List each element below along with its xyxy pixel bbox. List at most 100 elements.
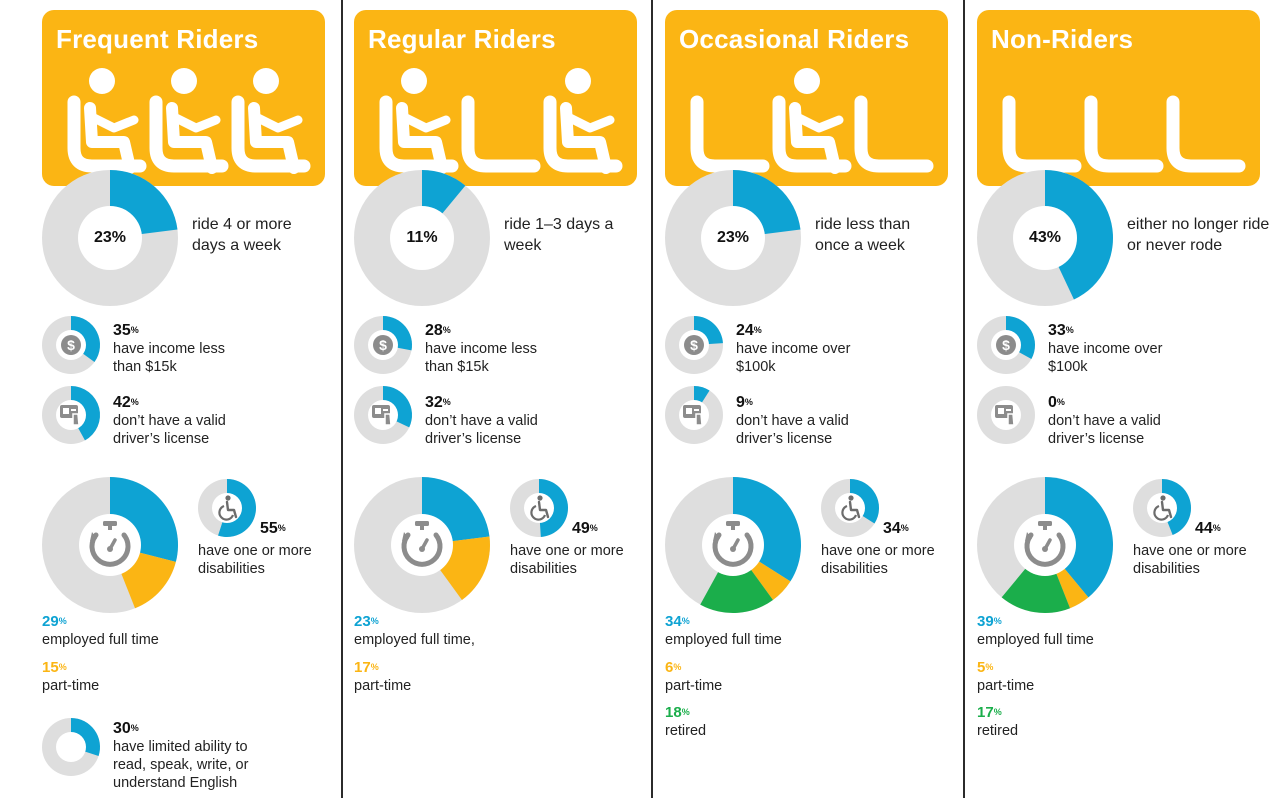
occupied-seat-icon xyxy=(67,68,147,174)
rider-group-column: Frequent Riders $23% ride 4 or more days a… xyxy=(42,0,332,798)
percent-value: 17% xyxy=(354,659,379,676)
percent-value: 29% xyxy=(42,613,67,630)
disabilities-percent-wrap: 34% xyxy=(883,520,909,538)
wheelchair-icon xyxy=(218,495,238,521)
column-charts: $ xyxy=(354,170,568,613)
seat-icons xyxy=(1002,95,1246,173)
percent-number: 18 xyxy=(665,704,682,721)
rider-group-column: Regular Riders $11% ride 1–3 days a week 28… xyxy=(354,0,644,798)
wheelchair-icon xyxy=(530,495,550,521)
employment-donut xyxy=(42,477,178,613)
disabilities-percent-wrap: 55% xyxy=(260,520,286,538)
column-charts: $ xyxy=(665,170,879,614)
income-stat: 28% have income less than $15k xyxy=(425,322,625,376)
occupied-seat-icon xyxy=(379,68,459,174)
percent-value: 5% xyxy=(977,659,993,676)
svg-text:$: $ xyxy=(690,337,698,353)
full-time-slice xyxy=(1045,477,1113,598)
license-description: don’t have a valid driver’s license xyxy=(736,413,849,447)
percent-value: 55% xyxy=(260,520,286,537)
percent-value: 34% xyxy=(665,613,690,630)
rider-group-title: Occasional Riders xyxy=(679,24,910,54)
part-time-label: part-time xyxy=(42,678,100,694)
column-charts: $ xyxy=(977,170,1191,613)
income-stat: 35% have income less than $15k xyxy=(113,322,313,376)
rider-group-banner: Frequent Riders xyxy=(42,10,325,186)
percent-number: 0 xyxy=(1048,394,1057,411)
part-time-label: part-time xyxy=(665,678,723,694)
percent-number: 33 xyxy=(1048,322,1066,339)
full-time-stat: 23% employed full time, xyxy=(354,613,554,649)
percent-number: 30 xyxy=(113,720,131,737)
retired-slice xyxy=(700,545,773,614)
svg-text:$: $ xyxy=(67,337,75,353)
license-stat: 32% don’t have a valid driver’s license xyxy=(425,394,625,448)
percent-value: 34% xyxy=(883,520,909,537)
percent-value: 18% xyxy=(665,704,690,721)
disabilities-description: have one or more disabilities xyxy=(821,543,935,577)
employment-donut xyxy=(354,477,490,613)
employment-donut xyxy=(665,477,801,614)
percent-sign: % xyxy=(370,662,379,672)
rider-group-column: Non-Riders $43% either no longer ride or n… xyxy=(977,0,1277,798)
dollar-icon: $ xyxy=(61,335,81,355)
part-time-stat: 17% part-time xyxy=(354,659,554,695)
full-time-label: employed full time xyxy=(42,632,159,648)
column-divider xyxy=(963,0,965,798)
stopwatch-icon xyxy=(89,521,131,567)
percent-sign: % xyxy=(442,397,451,407)
retired-label: retired xyxy=(665,723,707,739)
license-description: don’t have a valid driver’s license xyxy=(425,413,538,447)
percent-sign: % xyxy=(744,397,753,407)
empty-seat-icon xyxy=(1002,95,1082,173)
percent-number: 28 xyxy=(425,322,443,339)
column-charts: $ xyxy=(42,170,256,776)
seat-icons xyxy=(379,68,623,174)
percent-value: 0% xyxy=(1048,394,1065,411)
license-stat: 42% don’t have a valid driver’s license xyxy=(113,394,313,448)
ridership-percent: 23% xyxy=(716,229,750,246)
disabilities-description: have one or more disabilities xyxy=(198,543,312,577)
disabilities-percent-wrap: 44% xyxy=(1195,520,1221,538)
percent-sign: % xyxy=(753,325,762,335)
full-time-stat: 29% employed full time xyxy=(42,613,242,649)
column-divider xyxy=(651,0,653,798)
percent-value: 35% xyxy=(113,322,139,339)
id-card-icon xyxy=(60,405,80,426)
part-time-label: part-time xyxy=(977,678,1035,694)
income-description: have income less than $15k xyxy=(113,341,226,375)
full-time-label: employed full time xyxy=(977,632,1094,648)
wheelchair-icon xyxy=(841,495,861,521)
percent-number: 15 xyxy=(42,659,59,676)
id-card-icon xyxy=(995,405,1015,426)
percent-value: 32% xyxy=(425,394,451,411)
empty-seat-icon xyxy=(854,95,934,173)
part-time-stat: 15% part-time xyxy=(42,659,242,695)
ridership-percent: 43% xyxy=(1028,229,1062,246)
ridership-description: ride 4 or more days a week xyxy=(192,216,292,254)
percent-value: 39% xyxy=(977,613,1002,630)
employment-donut xyxy=(977,477,1113,613)
occupied-seat-icon xyxy=(231,68,311,174)
percent-number: 44 xyxy=(1195,520,1213,537)
seat-icons xyxy=(690,68,934,174)
disabilities-description: have one or more disabilities xyxy=(510,543,624,577)
percent-value: 33% xyxy=(1048,322,1074,339)
ridership-slice xyxy=(1045,170,1113,300)
ridership-percent: 23% xyxy=(93,229,127,246)
percent-number: 49 xyxy=(572,520,590,537)
retired-stat: 17% retired xyxy=(977,704,1177,740)
license-stat: 0% don’t have a valid driver’s license xyxy=(1048,394,1248,448)
dollar-icon: $ xyxy=(373,335,393,355)
percent-sign: % xyxy=(130,397,139,407)
disabilities-percent-wrap: 49% xyxy=(572,520,598,538)
income-description: have income over $100k xyxy=(736,341,851,375)
percent-number: 34 xyxy=(665,613,682,630)
part-time-label: part-time xyxy=(354,678,412,694)
percent-value: 49% xyxy=(572,520,598,537)
rider-group-banner: Regular Riders xyxy=(354,10,637,186)
income-stat: 33% have income over $100k xyxy=(1048,322,1248,376)
percent-number: 23 xyxy=(354,613,371,630)
percent-number: 34 xyxy=(883,520,901,537)
disabilities-description: have one or more disabilities xyxy=(1133,543,1247,577)
